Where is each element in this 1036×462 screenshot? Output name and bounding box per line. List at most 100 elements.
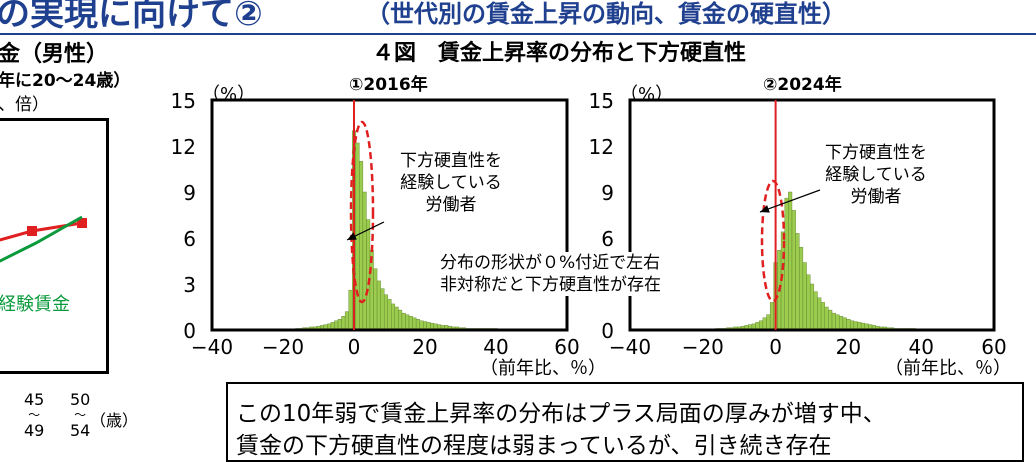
header-bar: の実現に向けて② （世代別の賃金上昇の動向、賃金の硬直性） <box>0 0 1036 34</box>
histogram-bar <box>795 233 800 331</box>
histogram-bar <box>373 268 378 331</box>
histogram-bar <box>362 191 367 331</box>
histogram-bar <box>809 283 815 331</box>
histogram-bar <box>788 191 793 331</box>
x-tick-label: 40 <box>483 335 508 359</box>
page-title: の実現に向けて② <box>0 0 263 34</box>
summary-box: この10年弱で賃金上昇率の分布はプラス局面の厚みが増す中、 賃金の下方硬直性の程… <box>226 382 1024 462</box>
histogram-bar <box>394 306 399 331</box>
histogram-bar <box>405 314 410 331</box>
histogram-bar <box>820 302 825 331</box>
histogram-bar <box>802 262 807 331</box>
x-tick-label: 0 <box>769 335 782 359</box>
y-tick-label: 0 <box>601 319 614 343</box>
y-tick-label: 9 <box>601 181 614 205</box>
chart-1-xlabel: （前年比、％） <box>480 358 606 379</box>
histogram-bar <box>839 316 844 331</box>
histogram-bar <box>412 317 417 331</box>
chart-frame <box>210 98 569 332</box>
x-tick-label: −40 <box>609 335 651 359</box>
histogram-bar <box>799 246 804 331</box>
histogram-bar <box>766 314 771 331</box>
header-rule <box>0 33 1036 35</box>
histogram-bar <box>376 280 381 331</box>
left-chart-frame <box>0 118 109 374</box>
annotation-line: 労働者 <box>850 187 902 207</box>
left-x-tick: 45 ～ 49 <box>24 390 45 440</box>
histogram-bar <box>337 319 342 331</box>
left-green-series-line <box>0 215 83 263</box>
left-x-unit: （歳） <box>90 411 139 430</box>
histogram-bar <box>817 297 822 331</box>
y-tick-label: 3 <box>183 273 196 297</box>
histogram-bar <box>391 303 396 331</box>
annotation-line: 下方硬直性を <box>825 143 927 163</box>
histogram-bar <box>355 142 360 331</box>
left-red-series-marker <box>27 226 37 236</box>
annotation-line: 経験している <box>400 173 502 193</box>
annotation-arrow-head <box>347 232 357 240</box>
left-series-label: 経験賃金 <box>0 294 70 315</box>
x-tick-label: 40 <box>908 335 933 359</box>
x-tick-label: 20 <box>412 335 437 359</box>
histogram-bar <box>387 299 392 331</box>
histogram-bar <box>380 288 385 331</box>
middle-annotation-line1: 分布の形状が０%付近で左右 <box>440 253 661 273</box>
chart-1-annotation: 下方硬直性を 経験している 労働者 <box>387 150 515 216</box>
y-tick-label: 0 <box>183 319 196 343</box>
annotation-arrow-line <box>759 189 821 213</box>
histogram-bar <box>383 294 388 331</box>
histogram-bar <box>835 314 840 331</box>
histogram-bar <box>842 317 847 331</box>
summary-line2: 賃金の下方硬直性の程度は弱まっているが、引き続き存在 <box>236 433 832 459</box>
y-tick-label: 6 <box>183 227 196 251</box>
y-tick-label: 12 <box>589 135 614 159</box>
histogram-bar <box>813 291 818 331</box>
left-x-tick: 50 ～ 54 <box>70 390 91 440</box>
y-tick-label: 6 <box>601 227 614 251</box>
histogram-bar <box>791 210 796 331</box>
histogram-bar <box>359 161 364 331</box>
histogram-bar <box>831 312 836 331</box>
x-tick-label: 60 <box>981 335 1006 359</box>
middle-annotation-line2: 非対称だと下方硬直性が存在 <box>440 275 661 295</box>
chart-frame <box>628 98 996 332</box>
x-tick-label: −20 <box>262 335 304 359</box>
histogram-bar <box>401 312 406 331</box>
middle-annotation: 分布の形状が０%付近で左右 非対称だと下方硬直性が存在 <box>440 252 661 296</box>
histogram-bar <box>806 274 811 331</box>
annotation-line: 経験している <box>825 165 927 185</box>
x-tick-label: 60 <box>554 335 579 359</box>
histogram-bar <box>784 197 789 331</box>
histogram-charts: 03691215−40−20020406003691215−40−2002040… <box>171 89 1007 359</box>
x-tick-label: 0 <box>348 335 361 359</box>
histogram-bar <box>408 316 413 331</box>
left-panel-title: 金（男性） <box>0 42 109 67</box>
chart-1-title: ①2016年 <box>349 75 428 95</box>
x-tick-label: −20 <box>682 335 724 359</box>
y-tick-label: 15 <box>171 89 196 113</box>
histogram-bar <box>398 309 403 331</box>
y-tick-label: 9 <box>183 181 196 205</box>
histogram-bar <box>846 319 851 331</box>
chart-2-annotation: 下方硬直性を 経験している 労働者 <box>812 142 940 208</box>
y-tick-label: 12 <box>171 135 196 159</box>
annotation-arrow-head <box>760 205 770 213</box>
annotation-line: 労働者 <box>425 195 477 215</box>
histogram-bar <box>824 306 829 331</box>
histogram-bar <box>415 319 420 331</box>
left-red-series-marker <box>77 218 87 228</box>
left-chart-svg <box>0 215 87 263</box>
figure-title: ４図 賃金上昇率の分布と下方硬直性 <box>372 41 747 66</box>
histogram-bar <box>344 311 349 331</box>
histogram-bar <box>769 302 774 331</box>
y-tick-label: 15 <box>589 89 614 113</box>
highlight-ellipse <box>760 179 786 303</box>
histogram-bar <box>366 219 371 331</box>
page-subtitle: （世代別の賃金上昇の動向、賃金の硬直性） <box>366 0 846 28</box>
histogram-bar <box>348 289 353 331</box>
summary-line1: この10年弱で賃金上昇率の分布はプラス局面の厚みが増す中、 <box>236 401 886 427</box>
chart-2-title: ②2024年 <box>763 75 842 95</box>
left-panel-note: 年に20～24歳） <box>0 71 131 91</box>
x-tick-label: −40 <box>191 335 233 359</box>
